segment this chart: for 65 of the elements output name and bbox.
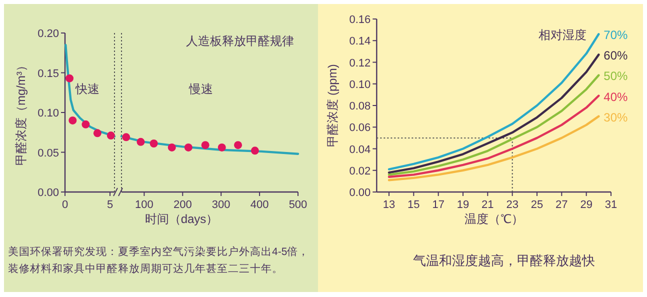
y-tick-label: 0.02 xyxy=(349,165,371,178)
line-series xyxy=(388,54,600,174)
point xyxy=(201,141,210,150)
point xyxy=(93,129,102,138)
point xyxy=(68,116,77,124)
series-label: 60% xyxy=(604,48,628,63)
y-tick-label: 0.00 xyxy=(38,187,59,199)
text: 美国环保署研究发现：夏季室内空气污染要比户外高出4-5倍， xyxy=(8,245,310,258)
series-label: 50% xyxy=(604,69,628,84)
x-axis-title: 时间（days） xyxy=(144,212,218,226)
series-label: 70% xyxy=(604,28,628,42)
y-tick-label: 0.05 xyxy=(38,147,59,160)
point xyxy=(106,132,115,140)
point xyxy=(82,120,90,128)
line-series xyxy=(388,74,600,176)
x-tick-label: 25 xyxy=(530,199,544,211)
text: 装修材料和家具中甲醛释放周期可达几年甚至二三十年。 xyxy=(8,262,283,275)
point xyxy=(66,74,74,82)
y-axis-title: 甲醛浓度 (ppm) xyxy=(326,64,340,147)
x-tick-label: 5 xyxy=(106,199,114,211)
x-tick-label: 23 xyxy=(506,199,518,211)
x-tick-label: 100 xyxy=(135,199,154,211)
x-tick-label: 200 xyxy=(173,199,192,211)
x-tick-label: 27 xyxy=(556,199,568,211)
point xyxy=(218,143,226,152)
x-tick-label: 17 xyxy=(432,199,444,211)
annotation: 快速 xyxy=(74,82,100,96)
point xyxy=(150,140,158,148)
y-tick-label: 0.06 xyxy=(349,122,371,134)
x-tick-label: 0 xyxy=(62,199,68,211)
line-series xyxy=(388,115,600,182)
point xyxy=(184,143,192,152)
point xyxy=(136,138,145,146)
x-tick-label: 13 xyxy=(382,199,396,211)
y-tick-label: 0.15 xyxy=(38,68,59,80)
x-tick-label: 500 xyxy=(288,199,308,211)
x-tick-label: 300 xyxy=(212,199,230,211)
y-tick-label: 0.10 xyxy=(349,78,371,91)
y-tick-label: 0.04 xyxy=(349,144,371,156)
point xyxy=(122,133,130,142)
point xyxy=(250,146,259,155)
chart-title: 人造板释放甲醛规律 xyxy=(186,34,294,48)
point xyxy=(234,141,242,150)
x-tick-label: 19 xyxy=(456,199,470,211)
series-label: 40% xyxy=(604,90,628,104)
y-tick-label: 0.14 xyxy=(349,36,371,48)
x-tick-label: 21 xyxy=(482,199,494,211)
x-tick-label: 31 xyxy=(604,199,618,211)
annotation: 慢速 xyxy=(188,82,213,96)
legend-title: 相对湿度 xyxy=(538,28,587,42)
y-tick-label: 0.12 xyxy=(349,57,371,70)
y-tick-label: 0.08 xyxy=(349,100,371,112)
series-label: 30% xyxy=(604,110,628,124)
y-tick-label: 0.16 xyxy=(349,14,371,26)
y-tick-label: 0.00 xyxy=(349,187,371,199)
text: 气温和湿度越高，甲醛释放越快 xyxy=(412,253,595,268)
point xyxy=(168,143,176,152)
x-tick-label: 400 xyxy=(250,199,269,211)
y-tick-label: 0.10 xyxy=(38,108,59,120)
x-tick-label: 15 xyxy=(408,199,420,211)
y-axis-title: 甲醛浓度（mg/m³） xyxy=(14,60,28,166)
line-series xyxy=(388,94,600,178)
x-axis-title: 温度（℃） xyxy=(464,212,524,226)
y-tick-label: 0.20 xyxy=(38,28,59,40)
x-tick-label: 29 xyxy=(580,199,592,211)
